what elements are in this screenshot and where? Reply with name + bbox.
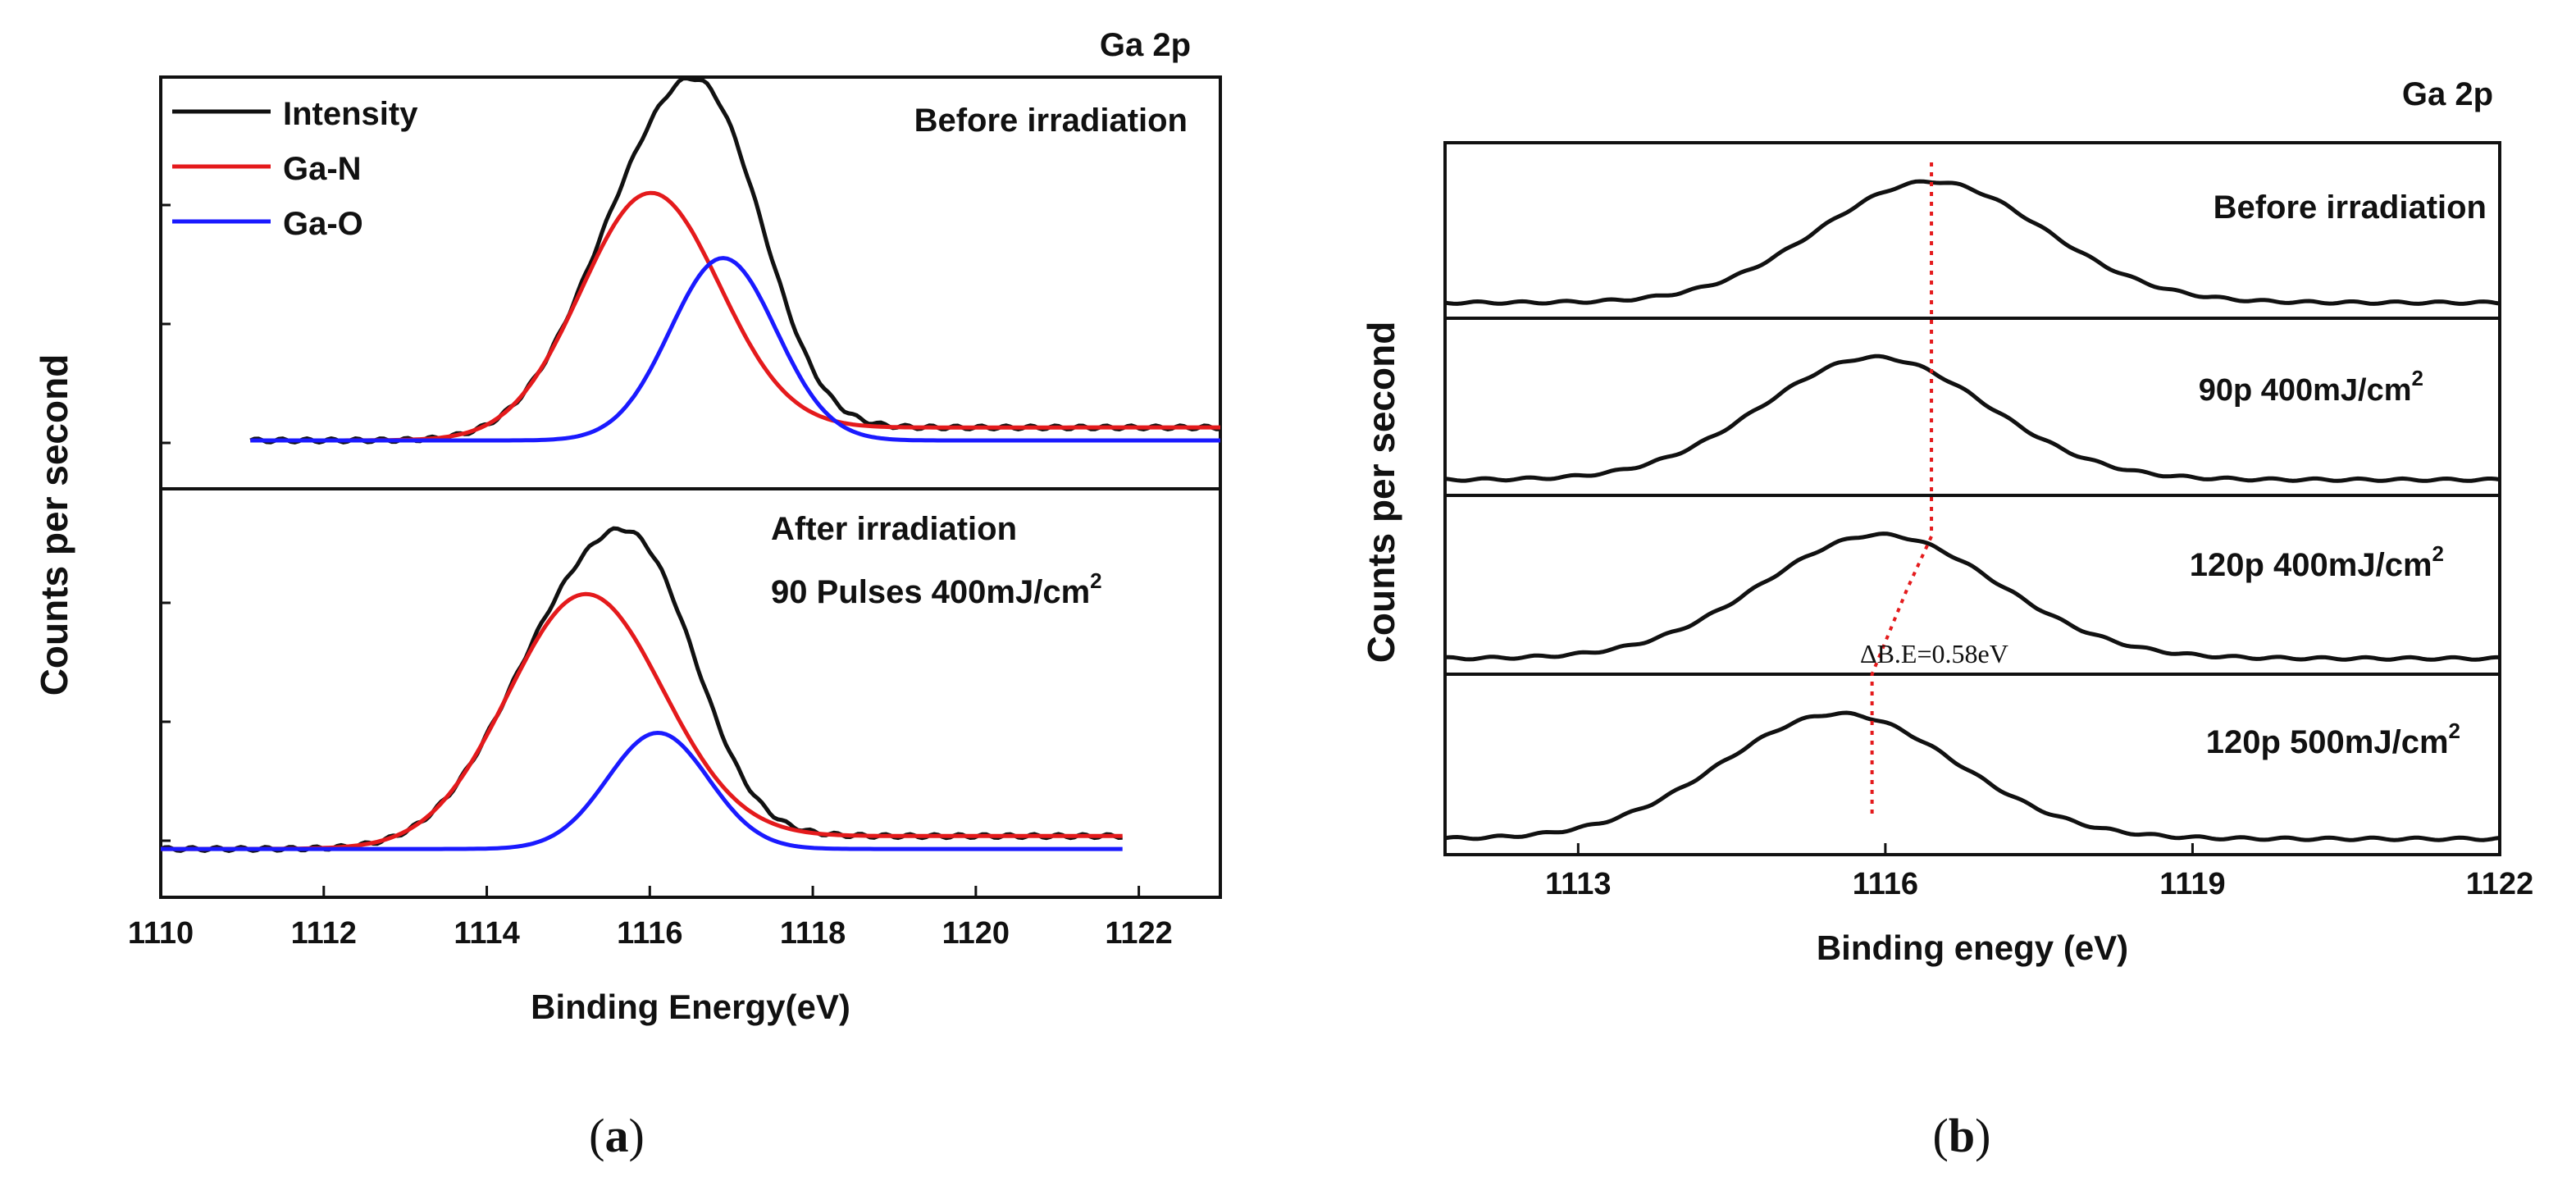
xtick-label: 1116 [617,916,682,951]
panel-b-shift-line [1870,162,1934,814]
annotation-after-irradiation: After irradiation [771,511,1017,547]
spectrum-curve-3 [1444,710,2501,842]
annotation-b-120p-400: 120p 400mJ/cm2 [2190,541,2444,583]
xtick-label: 1110 [128,916,194,951]
curve-ga-n-0 [250,190,1220,443]
xtick-label: 1114 [454,916,519,951]
curve-ga-n-1 [161,591,1123,851]
panel-a-curves [160,75,1221,853]
panel-b-frame [1443,141,2501,856]
curve-ga-o-0 [250,256,1220,443]
legend-label-ga-o: Ga-O [283,206,363,242]
spectrum-curve-0 [1444,179,2501,306]
annotation-before-irradiation: Before irradiation [914,103,1188,139]
annotation-pulses: 90 Pulses 400mJ/cm2 [771,568,1102,610]
panel-b-ylabel: Counts per second [1360,322,1402,664]
panel-a-label: (a) [589,1109,645,1162]
xtick-label: 1113 [1545,867,1611,901]
panel-a-title: Ga 2p [1100,27,1191,63]
panel-a-ylabel: Counts per second [33,354,75,696]
xtick-label: 1118 [780,916,846,951]
xtick-label: 1122 [1105,916,1172,951]
panel-b-xticks: 1113 1116 1119 1122 [1545,843,2533,901]
panel-b-curves [1444,179,2501,842]
panel-b-label: (b) [1933,1109,1991,1162]
xtick-label: 1120 [942,916,1010,951]
panel-a-yticks [161,203,171,842]
xtick-label: 1112 [291,916,357,951]
spectrum-curve-2 [1444,531,2500,662]
legend-label-ga-n: Ga-N [283,151,362,187]
panel-b-xlabel: Binding enegy (eV) [1817,928,2128,967]
spectrum-curve-1 [1444,354,2501,483]
panel-a-xlabel: Binding Energy(eV) [531,988,850,1026]
peak-shift-line [1870,162,1934,814]
annotation-b-120p-500: 120p 500mJ/cm2 [2206,718,2460,760]
panel-b: Ga 2p Before irradiation 90p 400mJ/cm2 1… [1360,76,2533,1162]
annotation-b-90p-400: 90p 400mJ/cm2 [2199,366,2423,408]
xtick-label: 1116 [1853,867,1918,901]
xtick-label: 1119 [2159,867,2225,901]
legend-label-intensity: Intensity [283,96,418,132]
xtick-label: 1122 [2466,867,2533,901]
panel-a-legend: Intensity Ga-N Ga-O [172,96,418,242]
panel-a-xticks: 1110 1112 1114 1116 1118 1120 1122 [128,886,1173,951]
curve-ga-o-1 [161,730,1123,851]
annotation-delta-be: ΔB.E=0.58eV [1860,639,2008,668]
annotation-b-before: Before irradiation [2214,189,2487,226]
panel-b-title: Ga 2p [2402,76,2493,112]
panel-a: Ga 2p Intensity Ga-N Ga-O Before irradia… [33,27,1222,1162]
